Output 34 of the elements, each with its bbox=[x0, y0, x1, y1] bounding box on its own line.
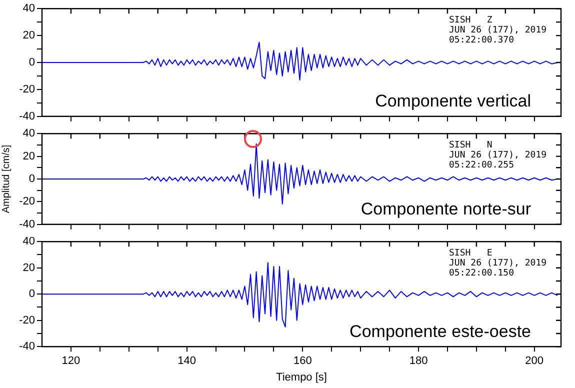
y-tick-label: 40 bbox=[22, 2, 35, 15]
annotation: JUN 26 (177), 2019 bbox=[449, 258, 547, 268]
y-tick-label: -20 bbox=[19, 196, 35, 208]
x-tick-label: 180 bbox=[409, 355, 428, 368]
y-axis-title: Amplitud [cm/s] bbox=[0, 144, 12, 214]
y-tick-label: -20 bbox=[19, 314, 35, 326]
annotation: Componente este-oeste bbox=[350, 322, 531, 341]
x-axis-title: Tiempo [s] bbox=[276, 371, 327, 384]
y-tick-label: -40 bbox=[19, 218, 35, 230]
annotation: JUN 26 (177), 2019 bbox=[449, 150, 547, 160]
x-tick-label: 200 bbox=[525, 355, 544, 368]
y-tick-label: 40 bbox=[22, 236, 35, 248]
x-tick-label: 140 bbox=[178, 355, 196, 368]
annotation: 05:22:00.150 bbox=[449, 268, 514, 278]
y-tick-label: -40 bbox=[19, 110, 35, 122]
y-tick-label: 20 bbox=[22, 262, 35, 274]
x-tick-label: 120 bbox=[62, 355, 80, 368]
y-tick-label: 20 bbox=[22, 30, 35, 42]
annotation: SISH N bbox=[449, 140, 492, 150]
annotation: SISH E bbox=[449, 248, 492, 258]
y-tick-label: 20 bbox=[22, 150, 35, 162]
annotation: 05:22:00.370 bbox=[449, 35, 514, 46]
annotation: Componente norte-sur bbox=[360, 200, 532, 219]
y-tick-label: 0 bbox=[28, 56, 35, 69]
y-tick-label: -20 bbox=[19, 83, 35, 96]
annotation: JUN 26 (177), 2019 bbox=[449, 25, 547, 36]
y-tick-label: 0 bbox=[28, 173, 35, 186]
annotation: 05:22:00.255 bbox=[449, 160, 514, 170]
y-tick-label: 40 bbox=[22, 128, 35, 140]
y-tick-label: -40 bbox=[19, 340, 35, 353]
annotation: Componente vertical bbox=[375, 92, 531, 111]
x-tick-label: 160 bbox=[293, 355, 312, 368]
y-tick-label: 0 bbox=[28, 288, 35, 300]
annotation: SISH Z bbox=[449, 15, 493, 26]
